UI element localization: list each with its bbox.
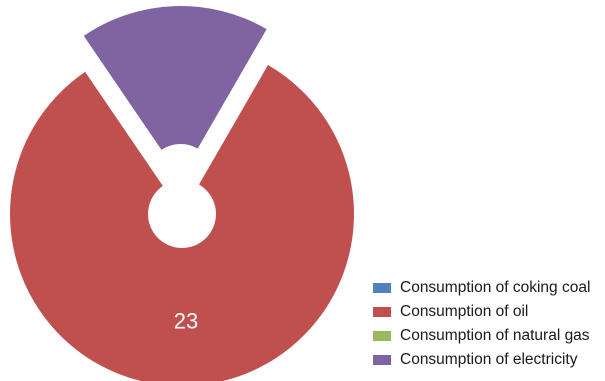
legend-label-electricity: Consumption of electricity [400, 351, 578, 368]
legend-item-coking-coal: Consumption of coking coal [373, 276, 590, 300]
legend-swatch-electricity [373, 355, 391, 365]
legend-label-natural-gas: Consumption of natural gas [400, 327, 590, 344]
legend-label-coking-coal: Consumption of coking coal [400, 279, 591, 296]
legend: Consumption of coking coal Consumption o… [373, 276, 590, 372]
legend-item-oil: Consumption of oil [373, 300, 590, 324]
legend-swatch-natural-gas [373, 331, 391, 341]
data-label-oil: 23 [174, 309, 198, 334]
legend-swatch-oil [373, 307, 391, 317]
legend-swatch-coking-coal [373, 283, 391, 293]
legend-item-electricity: Consumption of electricity [373, 348, 590, 372]
pie-slice-oil [10, 65, 354, 381]
legend-item-natural-gas: Consumption of natural gas [373, 324, 590, 348]
pie-slice-electricity [83, 6, 267, 150]
legend-label-oil: Consumption of oil [400, 303, 529, 320]
